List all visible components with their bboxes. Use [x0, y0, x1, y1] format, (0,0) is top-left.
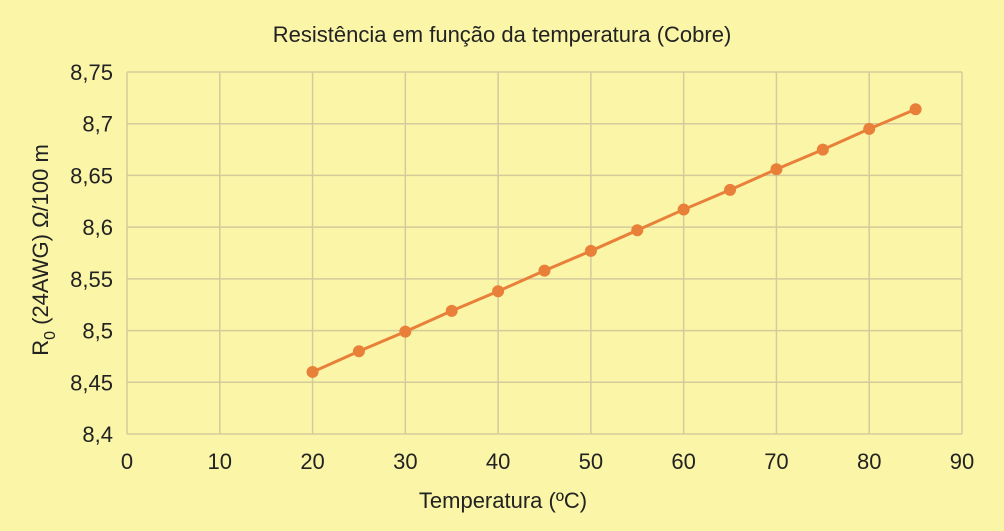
- x-tick-label: 70: [764, 449, 788, 474]
- y-tick-label: 8,7: [82, 112, 113, 137]
- y-tick-label: 8,55: [70, 267, 113, 292]
- series-line: [311, 107, 917, 374]
- data-point: [863, 122, 876, 135]
- y-axis-title-rest: (24AWG) Ω/100 m: [28, 144, 53, 331]
- x-tick-label: 30: [393, 449, 417, 474]
- x-tick-label: 60: [671, 449, 695, 474]
- x-tick-label: 90: [950, 449, 974, 474]
- data-point: [352, 345, 365, 358]
- chart-title: Resistência em função da temperatura (Co…: [273, 22, 732, 47]
- y-tick-label: 8,45: [70, 370, 113, 395]
- y-tick-label: 8,5: [82, 319, 113, 344]
- data-point: [631, 224, 644, 237]
- y-axis-title-main: R: [28, 340, 53, 356]
- data-point: [816, 143, 829, 156]
- data-point: [909, 103, 922, 116]
- data-point: [306, 365, 319, 378]
- y-tick-label: 8,6: [82, 215, 113, 240]
- data-point: [445, 304, 458, 317]
- grid: [126, 71, 963, 435]
- data-point: [492, 285, 505, 298]
- x-tick-label: 10: [208, 449, 232, 474]
- data-point: [399, 325, 412, 338]
- data-point: [584, 244, 597, 257]
- x-axis-title: Temperatura (ºC): [419, 488, 587, 513]
- data-point: [770, 163, 783, 176]
- y-axis-title-subscript: 0: [42, 331, 59, 340]
- series-copper: [306, 103, 922, 378]
- x-axis-ticks: 0 10 20 30 40 50 60 70 80 90: [121, 449, 974, 474]
- data-point: [677, 203, 690, 216]
- data-point: [538, 264, 551, 277]
- y-tick-label: 8,4: [82, 422, 113, 447]
- x-tick-label: 50: [579, 449, 603, 474]
- x-tick-label: 20: [300, 449, 324, 474]
- x-tick-label: 40: [486, 449, 510, 474]
- data-point: [724, 183, 737, 196]
- y-tick-label: 8,65: [70, 163, 113, 188]
- y-axis-title: R0 (24AWG) Ω/100 m: [28, 144, 59, 356]
- y-axis-ticks: 8,4 8,45 8,5 8,55 8,6 8,65 8,7 8,75: [70, 60, 113, 447]
- x-tick-label: 0: [121, 449, 133, 474]
- x-tick-label: 80: [857, 449, 881, 474]
- y-tick-label: 8,75: [70, 60, 113, 85]
